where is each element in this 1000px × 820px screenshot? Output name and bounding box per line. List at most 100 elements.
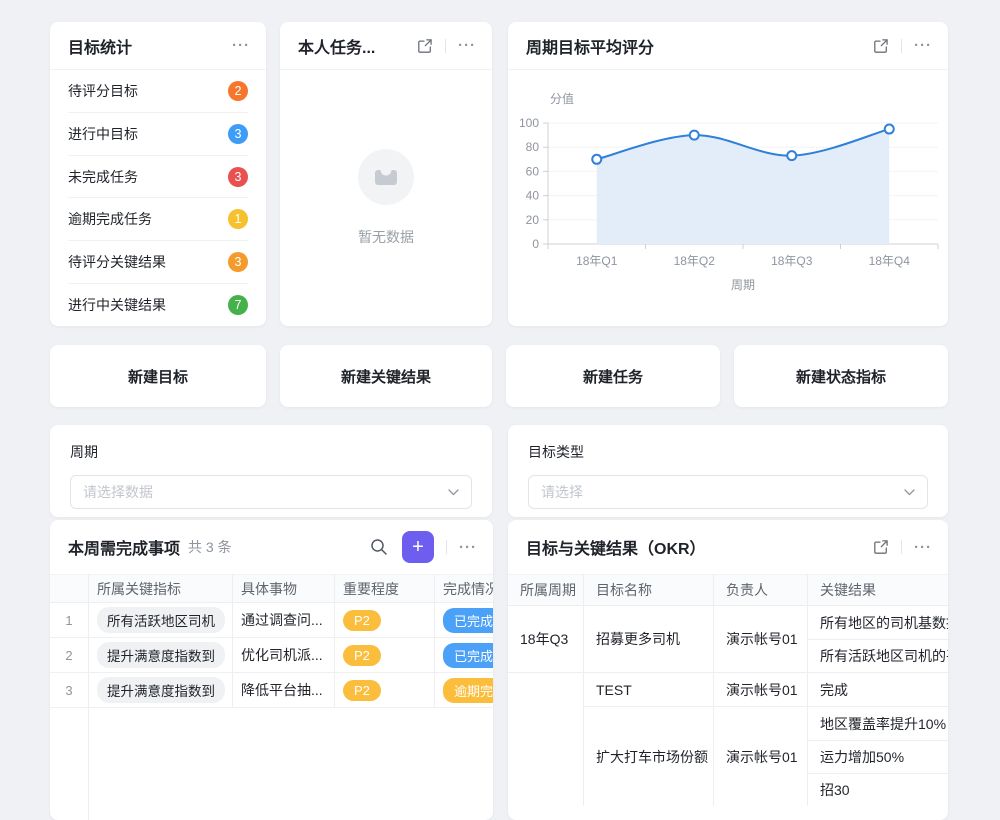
task-cell: 通过调查问... bbox=[232, 603, 334, 637]
column-header-kr: 所属关键指标 bbox=[88, 575, 232, 602]
kr-tag[interactable]: 提升满意度指数到 bbox=[97, 642, 225, 668]
open-in-new-icon[interactable] bbox=[417, 38, 433, 54]
row-index: 3 bbox=[65, 682, 73, 698]
more-icon[interactable]: ··· bbox=[914, 37, 932, 54]
stat-item-in-progress-goals[interactable]: 进行中目标 3 bbox=[68, 113, 248, 156]
svg-text:18年Q1: 18年Q1 bbox=[576, 254, 618, 268]
owner-cell: 演示帐号01 bbox=[713, 606, 807, 672]
weekly-todo-header: 本周需完成事项 共 3 条 + ··· bbox=[50, 520, 493, 575]
stat-label: 进行中目标 bbox=[68, 125, 138, 142]
key-result-cell: 所有活跃地区司机的平 bbox=[808, 639, 948, 672]
table-row[interactable]: 1 所有活跃地区司机 通过调查问... P2 已完成 bbox=[50, 603, 493, 638]
key-result-cell: 地区覆盖率提升10% bbox=[820, 715, 947, 732]
count-badge: 3 bbox=[228, 166, 248, 187]
svg-text:20: 20 bbox=[526, 213, 540, 227]
count-badge: 7 bbox=[228, 295, 248, 316]
column-header-task: 具体事物 bbox=[232, 575, 334, 602]
row-index: 2 bbox=[65, 647, 73, 663]
empty-state: 暂无数据 bbox=[280, 70, 492, 326]
svg-text:0: 0 bbox=[532, 237, 539, 251]
column-header-kr: 关键结果 bbox=[807, 575, 948, 605]
create-task-button[interactable]: 新建任务 bbox=[506, 345, 720, 407]
period-cell: 18年Q3 bbox=[520, 631, 569, 647]
period-cell bbox=[508, 672, 583, 706]
more-icon[interactable]: ··· bbox=[458, 37, 476, 54]
divider bbox=[445, 38, 446, 53]
my-tasks-card: 本人任务... ··· 暂无数据 bbox=[280, 22, 492, 326]
stat-label: 进行中关键结果 bbox=[68, 297, 166, 314]
period-filter-card: 周期 请选择数据 bbox=[50, 425, 492, 517]
column-header-period: 所属周期 bbox=[520, 582, 576, 598]
table-row[interactable]: 2 提升满意度指数到 优化司机派... P2 已完成 bbox=[50, 638, 493, 673]
priority-badge: P2 bbox=[343, 679, 381, 701]
column-header-status: 完成情况 bbox=[434, 575, 493, 602]
create-status-indicator-button[interactable]: 新建状态指标 bbox=[734, 345, 948, 407]
column-header-priority: 重要程度 bbox=[334, 575, 434, 602]
divider bbox=[901, 540, 902, 554]
open-in-new-icon[interactable] bbox=[873, 38, 889, 54]
goal-stats-header: 目标统计 ··· bbox=[50, 22, 266, 70]
svg-text:周期: 周期 bbox=[731, 278, 755, 292]
my-tasks-title: 本人任务... bbox=[298, 39, 376, 57]
okr-title: 目标与关键结果（OKR） bbox=[526, 541, 706, 558]
column-header-index bbox=[50, 575, 88, 602]
objective-cell: 扩大打车市场份额 bbox=[583, 706, 713, 806]
svg-text:60: 60 bbox=[526, 164, 540, 178]
period-cell bbox=[508, 706, 583, 806]
okr-row[interactable]: 扩大打车市场份额 演示帐号01 地区覆盖率提升10% 运力增加50% 招30 bbox=[508, 706, 948, 806]
status-badge: 已完成 bbox=[443, 642, 493, 668]
more-icon[interactable]: ··· bbox=[232, 37, 250, 54]
create-key-result-button[interactable]: 新建关键结果 bbox=[280, 345, 492, 407]
kr-tag[interactable]: 所有活跃地区司机 bbox=[97, 607, 225, 633]
select-placeholder: 请选择数据 bbox=[83, 484, 153, 500]
count-badge: 2 bbox=[228, 80, 248, 101]
okr-row[interactable]: 18年Q3 招募更多司机 演示帐号01 所有地区的司机基数提 所有活跃地区司机的… bbox=[508, 606, 948, 672]
task-cell: 降低平台抽... bbox=[232, 673, 334, 707]
stat-item-overdue-tasks[interactable]: 逾期完成任务 1 bbox=[68, 198, 248, 242]
svg-text:100: 100 bbox=[519, 116, 539, 130]
period-filter-select[interactable]: 请选择数据 bbox=[70, 475, 472, 509]
goal-type-filter-select[interactable]: 请选择 bbox=[528, 475, 928, 509]
divider bbox=[901, 38, 902, 53]
goal-stats-card: 目标统计 ··· 待评分目标 2 进行中目标 3 未完成任务 3 逾期完成任务 … bbox=[50, 22, 266, 326]
stat-label: 待评分关键结果 bbox=[68, 254, 166, 271]
priority-badge: P2 bbox=[343, 609, 381, 631]
svg-text:18年Q3: 18年Q3 bbox=[771, 254, 813, 268]
count-badge: 1 bbox=[228, 209, 248, 230]
owner-cell: 演示帐号01 bbox=[713, 672, 807, 706]
svg-text:80: 80 bbox=[526, 140, 540, 154]
weekly-todo-table: 所属关键指标 具体事物 重要程度 完成情况 1 所有活跃地区司机 通过调查问..… bbox=[50, 575, 493, 820]
chevron-down-icon bbox=[904, 488, 915, 495]
count-badge: 3 bbox=[228, 123, 248, 144]
svg-text:18年Q2: 18年Q2 bbox=[674, 254, 716, 268]
status-badge: 逾期完成 bbox=[443, 677, 493, 703]
chart-card-title: 周期目标平均评分 bbox=[526, 39, 655, 57]
create-goal-button[interactable]: 新建目标 bbox=[50, 345, 266, 407]
stat-item-unfinished-tasks[interactable]: 未完成任务 3 bbox=[68, 156, 248, 199]
kr-tag[interactable]: 提升满意度指数到 bbox=[97, 677, 225, 703]
okr-table: 所属周期 目标名称 负责人 关键结果 18年Q3 招募更多司机 演示帐号01 所… bbox=[508, 575, 948, 806]
svg-text:40: 40 bbox=[526, 189, 540, 203]
add-todo-button[interactable]: + bbox=[402, 531, 434, 563]
period-goal-score-chart: 0 20 40 60 80 100 18年Q1 18年Q2 18年Q3 18年Q4 周期 分值 bbox=[508, 72, 948, 312]
column-header-owner: 负责人 bbox=[713, 575, 807, 605]
my-tasks-header: 本人任务... ··· bbox=[280, 22, 492, 70]
stat-item-in-progress-krs[interactable]: 进行中关键结果 7 bbox=[68, 284, 248, 326]
search-icon[interactable] bbox=[370, 538, 388, 556]
stat-item-pending-score-krs[interactable]: 待评分关键结果 3 bbox=[68, 241, 248, 285]
okr-row[interactable]: TEST 演示帐号01 完成 bbox=[508, 672, 948, 706]
open-in-new-icon[interactable] bbox=[873, 539, 889, 555]
okr-card: 目标与关键结果（OKR） ··· 所属周期 目标名称 负责人 关键结果 18年Q… bbox=[508, 520, 948, 820]
stat-label: 逾期完成任务 bbox=[68, 211, 152, 228]
divider bbox=[446, 540, 447, 554]
more-icon[interactable]: ··· bbox=[914, 538, 932, 556]
column-header-objective: 目标名称 bbox=[583, 575, 713, 605]
period-filter-label: 周期 bbox=[70, 444, 98, 460]
stat-item-pending-score-goals[interactable]: 待评分目标 2 bbox=[68, 70, 248, 113]
more-icon[interactable]: ··· bbox=[459, 538, 477, 556]
row-index: 1 bbox=[65, 612, 73, 628]
table-row[interactable]: 3 提升满意度指数到 降低平台抽... P2 逾期完成 bbox=[50, 673, 493, 708]
status-badge: 已完成 bbox=[443, 607, 493, 633]
owner-cell: 演示帐号01 bbox=[713, 706, 807, 806]
weekly-todo-title: 本周需完成事项 bbox=[68, 541, 181, 558]
